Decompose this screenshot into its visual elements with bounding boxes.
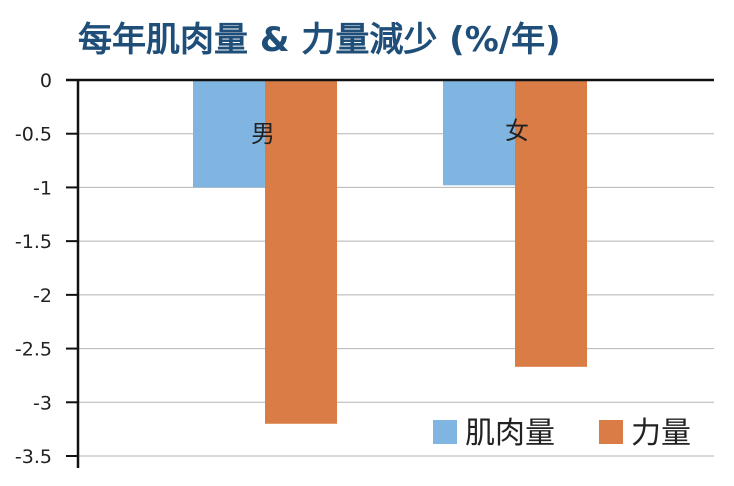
bar-muscle-mass-0 — [193, 80, 265, 188]
bar-strength-0 — [265, 80, 337, 424]
category-label: 男 — [251, 120, 275, 148]
y-tick-label: -3.5 — [15, 446, 52, 468]
y-tick-label: -1 — [33, 177, 52, 199]
y-tick-label: -1.5 — [15, 231, 52, 253]
y-tick-label: -2 — [33, 285, 52, 307]
bar-muscle-mass-1 — [443, 80, 515, 186]
legend-label-0: 肌肉量 — [465, 416, 555, 451]
legend-swatch-0 — [433, 420, 457, 444]
bar-strength-1 — [515, 80, 587, 367]
category-label: 女 — [505, 117, 529, 145]
legend-label-1: 力量 — [631, 416, 691, 451]
y-tick-label: -2.5 — [15, 339, 52, 361]
y-tick-label: -3 — [33, 392, 52, 414]
chart-title: 每年肌肉量 & 力量減少 (%/年) — [78, 20, 561, 60]
y-tick-label: -0.5 — [15, 124, 52, 146]
y-tick-label: 0 — [40, 70, 52, 92]
legend-swatch-1 — [599, 420, 623, 444]
